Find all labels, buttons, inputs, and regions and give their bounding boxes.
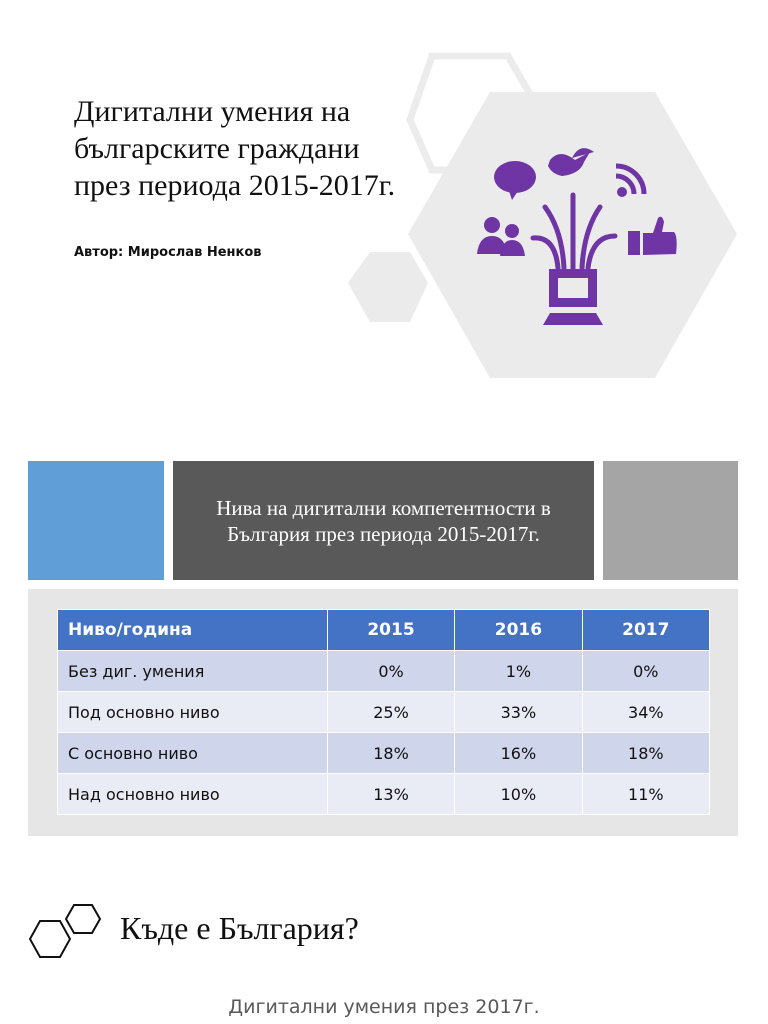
header-level: Ниво/година (57, 609, 328, 651)
table-row: Под основно ниво 25% 33% 34% (57, 691, 711, 733)
banner-block-title: Нива на дигитални компетентности в Бълга… (173, 461, 594, 580)
table-row: Без диг. умения 0% 1% 0% (57, 650, 711, 692)
users-icon (477, 217, 525, 256)
twitter-bird-icon (548, 148, 594, 176)
cell-value: 25% (326, 691, 456, 733)
banner-block-gray (603, 461, 738, 580)
cell-value: 0% (326, 650, 456, 692)
cell-value: 18% (326, 732, 456, 774)
cell-value: 10% (454, 773, 583, 815)
cell-value: 18% (581, 732, 711, 774)
thumbs-up-icon (628, 216, 677, 255)
table-row: Над основно ниво 13% 10% 11% (57, 773, 711, 815)
section-subtitle: Дигитални умения през 2017г. (228, 996, 540, 1018)
row-label: Без диг. умения (57, 650, 328, 692)
digital-skills-table: Ниво/година 2015 2016 2017 Без диг. умен… (57, 609, 711, 815)
row-label: Над основно ниво (57, 773, 328, 815)
table-row: С основно ниво 18% 16% 18% (57, 732, 711, 774)
computer-monitor-icon (543, 269, 603, 325)
cables-icon (530, 192, 618, 271)
hexagon-illustration (348, 52, 737, 378)
author-line: Автор: Мирослав Ненков (74, 245, 262, 260)
social-network-icon (477, 148, 677, 325)
header-2015: 2015 (326, 609, 456, 651)
header-2017: 2017 (581, 609, 711, 651)
hexagon-small-decor (348, 252, 428, 322)
cell-value: 0% (581, 650, 711, 692)
cell-value: 16% (454, 732, 583, 774)
cell-value: 11% (581, 773, 711, 815)
cell-value: 34% (581, 691, 711, 733)
rss-feed-icon (615, 163, 647, 197)
header-2016: 2016 (454, 609, 583, 651)
cell-value: 13% (326, 773, 456, 815)
banner-block-blue (28, 461, 164, 580)
cell-value: 1% (454, 650, 583, 692)
table-header-row: Ниво/година 2015 2016 2017 (57, 609, 711, 651)
speech-bubble-icon (494, 161, 536, 200)
section-banner-title: Нива на дигитални компетентности в Бълга… (216, 495, 551, 546)
hexagons-outline-icon (28, 904, 102, 958)
section-heading: Къде е България? (120, 910, 359, 946)
row-label: С основно ниво (57, 732, 328, 774)
cell-value: 33% (454, 691, 583, 733)
row-label: Под основно ниво (57, 691, 328, 733)
document-title: Дигитални умения на българските граждани… (74, 95, 396, 202)
